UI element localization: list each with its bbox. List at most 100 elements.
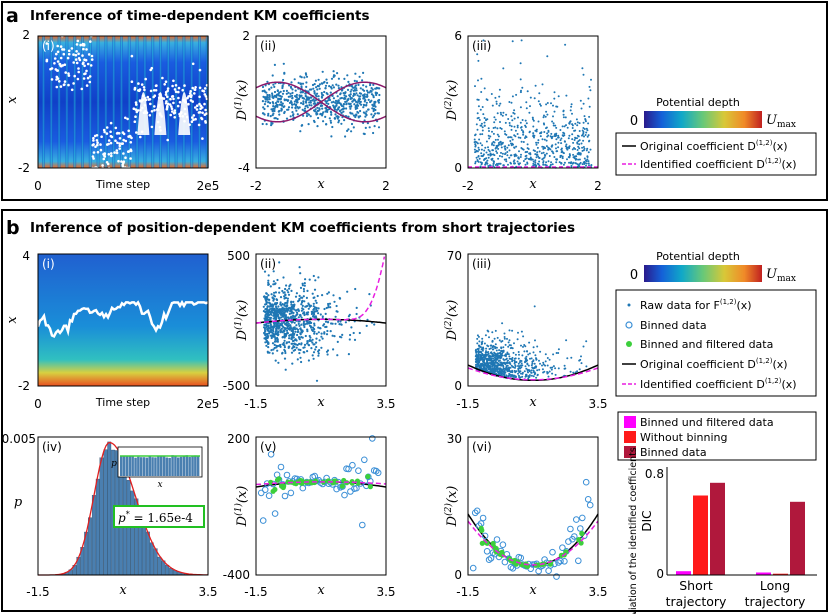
b-ii-scatter-point bbox=[279, 345, 282, 348]
b-iii-scatter-point bbox=[490, 357, 493, 360]
a-iii-scatter-point bbox=[477, 105, 480, 108]
b-iii-scatter-point bbox=[512, 351, 515, 354]
a-iii-scatter-point bbox=[552, 122, 555, 125]
binned-data-point bbox=[353, 484, 360, 492]
a-iii-scatter-point bbox=[542, 151, 545, 154]
a-iii-scatter-point bbox=[580, 107, 583, 110]
a-ii-scatter-point bbox=[342, 97, 346, 100]
b-ii-scatter-point bbox=[303, 284, 306, 287]
b-iii-scatter-point bbox=[494, 329, 497, 332]
b-ii-scatter-point bbox=[278, 261, 281, 264]
a-ii-scatter-point bbox=[351, 100, 354, 103]
b-ii-scatter-point bbox=[272, 325, 275, 328]
a-i-trajectory-point bbox=[117, 159, 120, 163]
a-i-trajectory-point bbox=[194, 117, 197, 121]
a-iii-scatter-point bbox=[513, 125, 516, 128]
dic-legend-label-0: Binned und filtered data bbox=[640, 416, 774, 429]
a-iii-scatter-point bbox=[569, 109, 572, 112]
b-ii-scatter-point bbox=[273, 303, 276, 306]
a-iii-scatter-point bbox=[510, 125, 513, 128]
b-iii-scatter-point bbox=[552, 353, 555, 356]
b-iii-scatter-point bbox=[518, 361, 521, 364]
b-ii-scatter-point bbox=[272, 270, 275, 273]
a-iii-scatter-point bbox=[483, 124, 486, 127]
b-ii-scatter-point bbox=[315, 301, 318, 304]
a-iii-scatter-point bbox=[483, 87, 486, 90]
a-ii-scatter-point bbox=[363, 89, 366, 92]
a-iii-scatter-point bbox=[520, 89, 522, 92]
b-ii-scatter-point bbox=[272, 348, 275, 351]
a-iii-scatter-point bbox=[576, 149, 579, 151]
a-i-trajectory-point bbox=[166, 95, 169, 99]
a-i-trajectory-point bbox=[59, 45, 63, 48]
b-ii-scatter-point bbox=[306, 304, 309, 308]
panel-a-title: Inference of time-dependent KM coefficie… bbox=[30, 8, 370, 24]
a-iii-scatter-point bbox=[508, 149, 511, 152]
b-ii-scatter-point bbox=[315, 316, 318, 319]
a-ii-scatter-point bbox=[307, 123, 310, 126]
a-iii-scatter-point bbox=[532, 162, 535, 165]
b-iii-scatter-point bbox=[517, 365, 519, 367]
b-ii-scatter-point bbox=[310, 347, 313, 350]
a-ii-scatter-point bbox=[355, 100, 358, 103]
a-iii-scatter-point bbox=[501, 114, 504, 117]
b-ii-scatter-point bbox=[278, 291, 281, 294]
a-iii-scatter-point bbox=[575, 155, 577, 158]
b-iii-xlabel: x bbox=[529, 395, 537, 410]
b-ii-scatter-point bbox=[338, 296, 341, 300]
a-ii-scatter-point bbox=[373, 103, 376, 106]
b-ii-scatter-point bbox=[282, 307, 285, 310]
panel-b-legend: Potential depth 0 Umax Raw data for F(1,… bbox=[615, 250, 817, 397]
a-i-trajectory-point bbox=[45, 58, 49, 62]
a-ii-scatter-point bbox=[271, 122, 274, 125]
a-iii-scatter-point bbox=[583, 128, 586, 130]
b-iii-scatter-point bbox=[492, 354, 495, 357]
a-iii-scatter-point bbox=[487, 153, 490, 156]
a-i-trajectory-point bbox=[96, 150, 100, 154]
b-ii-scatter-point bbox=[290, 310, 293, 313]
a-iii-scatter-point bbox=[532, 118, 534, 121]
a-iii-scatter-point bbox=[525, 122, 528, 125]
b-ii-scatter-point bbox=[347, 353, 350, 356]
b-iii-scatter-point bbox=[525, 373, 527, 376]
b-ii-scatter-point bbox=[320, 346, 323, 349]
binned-data-point bbox=[559, 544, 566, 552]
a-ii-scatter-point bbox=[333, 74, 336, 77]
a-ii-scatter-point bbox=[336, 117, 339, 120]
a-ii-scatter-point bbox=[370, 87, 373, 90]
a-ii-scatter-point bbox=[266, 80, 269, 83]
a-iii-scatter-point bbox=[498, 162, 501, 165]
b-iii-scatter-point bbox=[479, 365, 482, 368]
a-ii-scatter-point bbox=[266, 105, 269, 108]
b-ii-scatter-point bbox=[285, 317, 288, 320]
b-iii-scatter-point bbox=[533, 371, 536, 374]
b-ii-scatter-point bbox=[294, 309, 297, 312]
a-i-trajectory-point bbox=[56, 60, 60, 63]
b-ii-scatter-point bbox=[329, 306, 332, 309]
a-i-trajectory-point bbox=[118, 144, 122, 147]
chart-b-dic: Binned und filtered data Without binning… bbox=[617, 411, 817, 614]
b-iii-scatter-point bbox=[508, 339, 511, 342]
a-iii-scatter-point bbox=[531, 116, 534, 119]
a-ii-scatter-point bbox=[306, 97, 309, 100]
b-iii-scatter-point bbox=[475, 361, 478, 364]
b-ii-scatter-point bbox=[273, 295, 277, 298]
a-i-trajectory-point bbox=[132, 107, 136, 110]
a-iii-scatter-point bbox=[503, 130, 506, 133]
b-ii-scatter-point bbox=[332, 294, 335, 297]
b-ii-scatter-point bbox=[269, 326, 272, 329]
a-ii-scatter-point bbox=[263, 103, 266, 106]
b-ii-scatter-point bbox=[273, 335, 276, 338]
a-ii-scatter-point bbox=[305, 112, 308, 115]
b-ii-scatter-point bbox=[280, 316, 283, 319]
a-iii-scatter-point bbox=[520, 126, 522, 129]
a-ii-scatter-point bbox=[295, 100, 299, 103]
a-ii-scatter-point bbox=[267, 114, 270, 117]
b-ii-scatter-point bbox=[276, 332, 279, 335]
a-ii-scatter-point bbox=[305, 85, 308, 88]
b-ii-scatter-point bbox=[294, 295, 298, 298]
b-ii-scatter-point bbox=[277, 305, 280, 308]
dic-legend-swatch-2 bbox=[624, 446, 636, 458]
a-iii-scatter-point bbox=[546, 132, 549, 135]
a-iii-scatter-point bbox=[532, 132, 535, 135]
